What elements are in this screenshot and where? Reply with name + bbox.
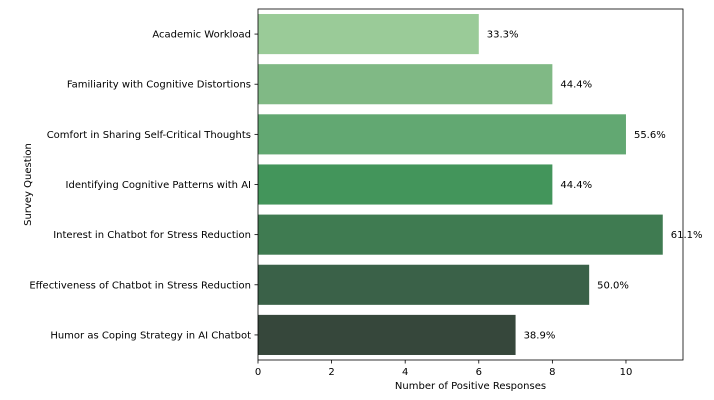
bar-data-label: 55.6% bbox=[634, 130, 666, 141]
y-axis-ticks: Academic Workload Familiarity with Cognit… bbox=[29, 30, 258, 341]
bar bbox=[258, 314, 516, 355]
y-tick-label: Identifying Cognitive Patterns with AI bbox=[66, 180, 251, 191]
bar-data-label: 61.1% bbox=[671, 230, 703, 241]
bar-data-label: 50.0% bbox=[597, 280, 629, 291]
x-tick-label: 6 bbox=[476, 367, 482, 378]
x-tick-label: 2 bbox=[328, 367, 334, 378]
x-tick-label: 8 bbox=[549, 367, 555, 378]
y-axis-label: Survey Question bbox=[23, 143, 34, 226]
bar-data-label: 33.3% bbox=[487, 30, 519, 41]
y-tick-label: Familiarity with Cognitive Distortions bbox=[67, 80, 251, 91]
bar bbox=[258, 214, 663, 255]
bar-data-label: 44.4% bbox=[560, 180, 592, 191]
x-axis-label: Number of Positive Responses bbox=[395, 381, 546, 392]
data-labels-group: 33.3% 44.4% 55.6% 44.4% 61.1% 50.0% 38.9% bbox=[487, 30, 703, 342]
bar-data-label: 38.9% bbox=[524, 330, 556, 341]
bar-data-label: 44.4% bbox=[560, 80, 592, 91]
bar bbox=[258, 114, 626, 155]
bar bbox=[258, 64, 553, 105]
bar bbox=[258, 164, 553, 205]
x-tick-label: 4 bbox=[402, 367, 408, 378]
x-tick-label: 10 bbox=[620, 367, 633, 378]
y-tick-label: Interest in Chatbot for Stress Reduction bbox=[53, 230, 251, 241]
y-tick-label: Humor as Coping Strategy in AI Chatbot bbox=[50, 330, 251, 341]
x-tick-label: 0 bbox=[255, 367, 261, 378]
bar bbox=[258, 264, 590, 305]
bars-group bbox=[258, 14, 663, 355]
x-axis-ticks: 0 2 4 6 8 10 bbox=[255, 360, 633, 378]
plot-frame bbox=[257, 8, 684, 361]
y-tick-label: Effectiveness of Chatbot in Stress Reduc… bbox=[29, 280, 251, 291]
y-tick-label: Academic Workload bbox=[152, 30, 251, 41]
bar bbox=[258, 14, 479, 55]
y-tick-label: Comfort in Sharing Self-Critical Thought… bbox=[47, 130, 251, 141]
